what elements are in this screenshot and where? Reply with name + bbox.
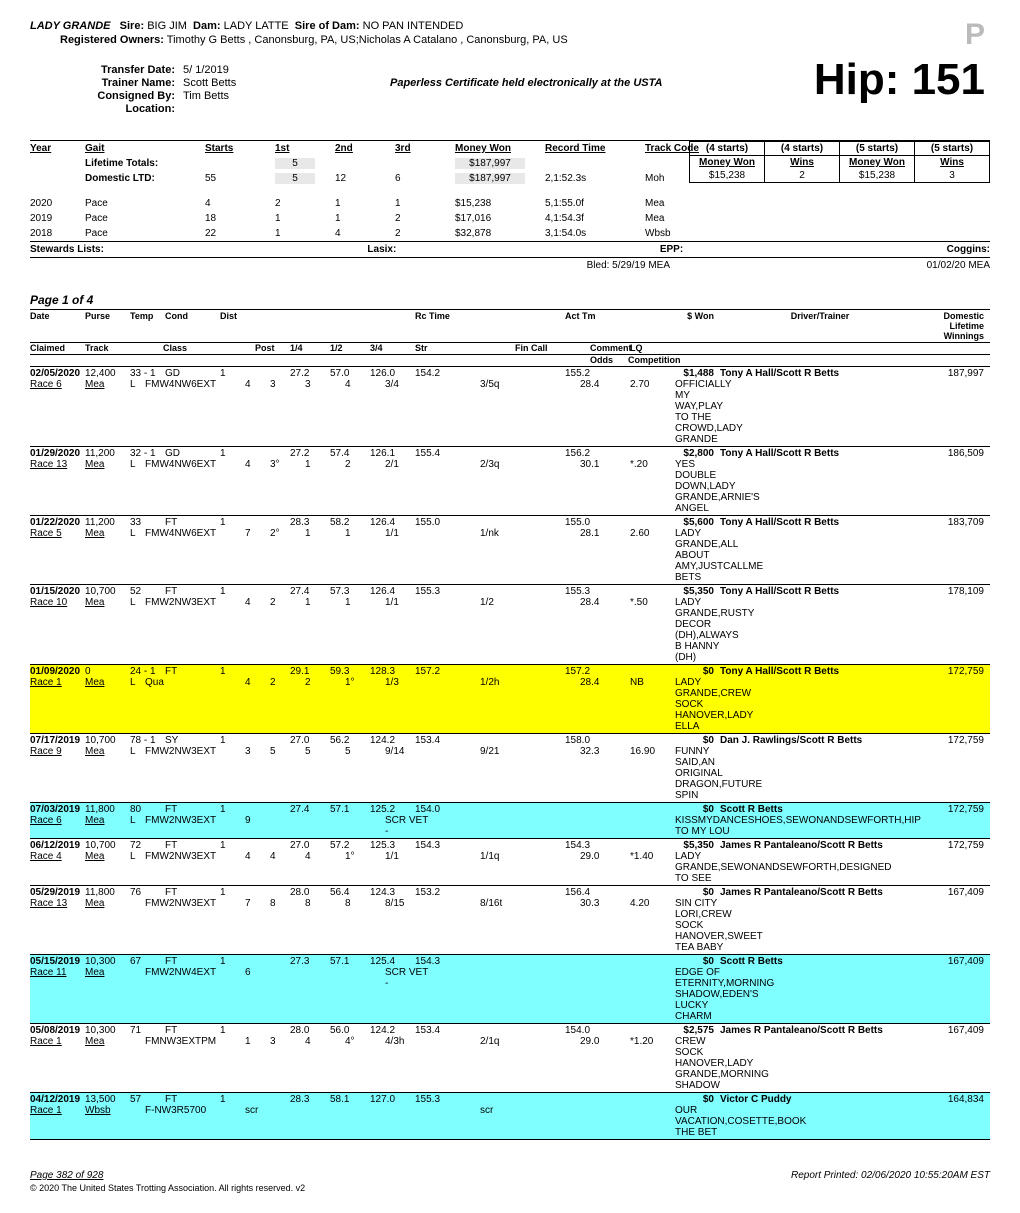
paperless-note: Paperless Certificate held electronicall… [390, 77, 662, 89]
sod-label: Sire of Dam: [295, 20, 360, 32]
race-row: 07/03/201911,80080FT127.457.1125.2154.0$… [30, 803, 990, 839]
header-block: LADY GRANDE Sire: BIG JIM Dam: LADY LATT… [30, 20, 990, 46]
race-header-2: ClaimedTrackClass Post1/41/2 3/4StrFin C… [30, 343, 990, 355]
consigned: Tim Betts [183, 90, 229, 102]
race-row: 01/09/2020024 - 1FT129.159.3128.3157.215… [30, 665, 990, 734]
trainer-label: Trainer Name: [90, 77, 175, 89]
race-row: 06/12/201910,70072FT127.057.2125.3154.31… [30, 839, 990, 886]
race-row: 05/15/201910,30067FT127.357.1125.4154.3$… [30, 955, 990, 1024]
trainer: Scott Betts [183, 77, 236, 89]
transfer-date: 5/ 1/2019 [183, 64, 229, 76]
dam: LADY LATTE [224, 20, 289, 32]
gait-letter: P [965, 18, 985, 52]
consigned-label: Consigned By: [90, 90, 175, 102]
race-row: 01/15/202010,70052FT127.457.3126.4155.31… [30, 585, 990, 665]
sod: NO PAN INTENDED [363, 20, 464, 32]
footer-printed: Report Printed: 02/06/2020 10:55:20AM ES… [791, 1170, 990, 1181]
summary-year-row: 2018Pace22142$32,8783,1:54.0sWbsb [30, 226, 990, 241]
horse-name: LADY GRANDE [30, 20, 110, 32]
location-label: Location: [90, 103, 175, 115]
sire-label: Sire: [120, 20, 144, 32]
race-row: 05/29/201911,80076FT128.056.4124.3153.21… [30, 886, 990, 955]
dam-label: Dam: [193, 20, 221, 32]
race-header-1: DatePurseTemp CondDist Rc TimeAct Tm $ W… [30, 309, 990, 343]
summary-year-row: 2019Pace18112$17,0164,1:54.3fMea [30, 211, 990, 226]
race-row: 04/12/201913,50057FT128.358.1127.0155.3$… [30, 1093, 990, 1140]
owners: Timothy G Betts , Canonsburg, PA, US;Nic… [167, 34, 568, 46]
owners-label: Registered Owners: [60, 34, 164, 46]
starts-box: (4 starts) (4 starts) (5 starts) (5 star… [689, 141, 990, 183]
summary-year-row: 2020Pace4211$15,2385,1:55.0fMea [30, 196, 990, 211]
summary-table: Year Gait Starts 1st 2nd 3rd Money Won R… [30, 140, 990, 242]
footer: Page 382 of 928 Report Printed: 02/06/20… [30, 1170, 990, 1181]
race-row: 05/08/201910,30071FT128.056.0124.2153.41… [30, 1024, 990, 1093]
transfer-date-label: Transfer Date: [90, 64, 175, 76]
copyright: © 2020 The United States Trotting Associ… [30, 1183, 990, 1193]
sire: BIG JIM [147, 20, 187, 32]
stewards-row: Stewards Lists: Lasix: EPP: Coggins: [30, 242, 990, 258]
hip-number: Hip: 151 [814, 55, 985, 105]
race-row: 01/22/202011,20033FT128.358.2126.4155.01… [30, 516, 990, 585]
footer-page: Page 382 of 928 [30, 1170, 103, 1181]
page-of: Page 1 of 4 [30, 293, 990, 307]
race-lines-container: 02/05/202012,40033 - 1GD127.257.0126.015… [30, 367, 990, 1140]
race-row: 07/17/201910,70078 - 1SY127.056.2124.215… [30, 734, 990, 803]
race-row: 01/29/202011,20032 - 1GD127.257.4126.115… [30, 447, 990, 516]
race-row: 02/05/202012,40033 - 1GD127.257.0126.015… [30, 367, 990, 447]
